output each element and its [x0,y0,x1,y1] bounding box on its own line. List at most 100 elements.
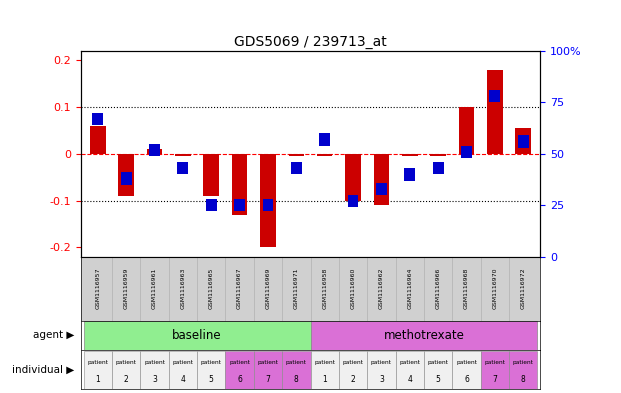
Bar [90,126,106,154]
Bar [374,154,389,205]
Bar [178,162,188,174]
Bar [376,183,387,195]
Bar [404,168,415,180]
Bar [461,146,472,158]
Text: patient: patient [513,360,533,365]
Text: GSM1116960: GSM1116960 [350,268,356,309]
Text: patient: patient [144,360,165,365]
Bar [282,351,310,389]
Bar [291,162,302,174]
Text: 1: 1 [322,375,327,384]
Text: baseline: baseline [172,329,222,342]
Bar [310,351,339,389]
Text: GSM1116957: GSM1116957 [95,268,100,309]
Text: patient: patient [399,360,420,365]
Bar [289,154,304,156]
Bar [93,113,103,125]
Bar [140,351,169,389]
Bar [433,162,443,174]
Bar [396,351,424,389]
Bar [225,351,254,389]
Text: 3: 3 [152,375,157,384]
Bar [254,351,282,389]
Text: patient: patient [258,360,278,365]
Bar [263,199,273,211]
Text: 5: 5 [436,375,440,384]
Text: 7: 7 [266,375,270,384]
Text: GSM1116971: GSM1116971 [294,268,299,309]
Text: patient: patient [173,360,193,365]
Bar [317,154,332,156]
Text: agent ▶: agent ▶ [33,331,75,340]
Bar [84,321,310,350]
Text: 2: 2 [351,375,355,384]
Text: GSM1116961: GSM1116961 [152,268,157,309]
Text: patient: patient [371,360,392,365]
Bar [481,351,509,389]
Text: 5: 5 [209,375,214,384]
Text: 8: 8 [521,375,525,384]
Text: GSM1116962: GSM1116962 [379,268,384,309]
Text: GSM1116966: GSM1116966 [436,268,441,309]
Bar [175,154,191,156]
Text: methotrexate: methotrexate [384,329,465,342]
Text: GSM1116967: GSM1116967 [237,268,242,309]
Bar [518,135,528,148]
Bar [206,199,217,211]
Bar [452,351,481,389]
Text: GSM1116969: GSM1116969 [265,268,271,309]
Text: 1: 1 [96,375,100,384]
Bar [197,351,225,389]
Text: 3: 3 [379,375,384,384]
Bar [515,128,531,154]
Text: patient: patient [343,360,363,365]
Text: patient: patient [314,360,335,365]
Bar [119,154,134,196]
Text: patient: patient [201,360,222,365]
Bar [489,90,501,103]
Text: patient: patient [428,360,448,365]
Bar [169,351,197,389]
Bar [348,195,358,207]
Bar [147,149,162,154]
Text: 8: 8 [294,375,299,384]
Bar [424,351,452,389]
Bar [120,173,132,185]
Bar [487,70,502,154]
Bar [234,199,245,211]
Text: 4: 4 [407,375,412,384]
Bar [319,133,330,146]
Bar [232,154,247,215]
Text: GDS5069 / 239713_at: GDS5069 / 239713_at [234,35,387,49]
Text: GSM1116963: GSM1116963 [180,268,185,309]
Text: 4: 4 [181,375,185,384]
Bar [149,143,160,156]
Text: patient: patient [484,360,505,365]
Text: patient: patient [229,360,250,365]
Text: GSM1116958: GSM1116958 [322,268,327,309]
Bar [402,154,417,156]
Bar [112,351,140,389]
Text: GSM1116972: GSM1116972 [521,268,526,309]
Bar [339,351,367,389]
Text: GSM1116970: GSM1116970 [492,268,497,309]
Text: patient: patient [88,360,108,365]
Text: 7: 7 [492,375,497,384]
Bar [430,154,446,156]
Bar [260,154,276,247]
Text: patient: patient [456,360,477,365]
Bar [345,154,361,200]
Text: 6: 6 [237,375,242,384]
Bar [367,351,396,389]
Bar [84,351,112,389]
Text: GSM1116964: GSM1116964 [407,268,412,309]
Text: GSM1116968: GSM1116968 [464,268,469,309]
Text: patient: patient [116,360,137,365]
Text: GSM1116965: GSM1116965 [209,268,214,309]
Text: 6: 6 [464,375,469,384]
Bar [459,107,474,154]
Bar [204,154,219,196]
Text: individual ▶: individual ▶ [12,365,75,375]
Bar [509,351,537,389]
Bar [310,321,537,350]
